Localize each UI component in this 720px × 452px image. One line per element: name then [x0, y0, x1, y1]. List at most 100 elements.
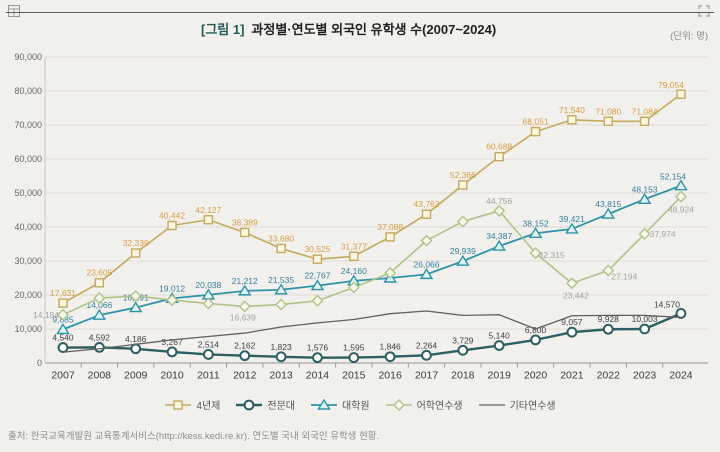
point-label: 2,162 [234, 341, 256, 351]
x-tick-label: 2020 [524, 370, 548, 382]
point-label: 24,160 [341, 266, 367, 276]
point-label: 32,339 [123, 238, 149, 248]
gridlines [44, 56, 708, 364]
point-label: 1,846 [380, 342, 402, 352]
point-label: 4,540 [52, 333, 74, 343]
point-label: 23,442 [563, 290, 589, 300]
point-label: 37,088 [377, 222, 403, 232]
chart-title-text: 과정별·연도별 외국인 유학생 수(2007~2024) [251, 22, 497, 37]
point-label: 2,514 [198, 339, 220, 349]
point-label: 33,680 [268, 233, 294, 243]
point-label: 14,570 [654, 299, 680, 309]
point-label: 32,315 [539, 250, 565, 260]
point-label: 26,066 [414, 259, 440, 269]
y-tick-label: 40,000 [14, 222, 42, 232]
figure-label: [그림 1] [201, 22, 245, 37]
x-tick-label: 2010 [160, 370, 184, 382]
x-tick-label: 2023 [633, 370, 657, 382]
x-tick-label: 2008 [88, 370, 112, 382]
point-label: 71,080 [595, 106, 621, 116]
point-label: 48,153 [632, 184, 658, 194]
grid-icon [8, 4, 20, 22]
chart-title: [그림 1] 과정별·연도별 외국인 유학생 수(2007~2024) [201, 19, 496, 38]
point-label: 23,605 [86, 268, 112, 278]
point-label: 9,057 [561, 317, 583, 327]
point-label: 27,194 [611, 272, 637, 282]
point-label: 4,186 [125, 334, 147, 344]
chart-legend: 4년제 전문대 대학원 어학연수생 기타연수생 [0, 397, 720, 412]
x-tick-label: 2017 [415, 370, 439, 382]
y-tick-label: 70,000 [14, 120, 42, 130]
legend-item-3: 어학연수생 [385, 397, 463, 412]
point-label: 14,066 [86, 300, 112, 310]
y-tick-label: 10,000 [14, 324, 42, 334]
circle-legend-icon [236, 399, 263, 410]
series-1-labels: 4,540 4,592 4,186 3,267 2,514 2,162 1,823 1,576… [52, 299, 680, 352]
point-label: 39,421 [559, 214, 585, 224]
x-tick-label: 2014 [306, 370, 330, 382]
point-label: 52,366 [450, 170, 476, 180]
y-tick-label: 60,000 [14, 154, 42, 164]
legend-item-4: 기타연수생 [478, 397, 556, 412]
point-label: 17,631 [50, 288, 76, 298]
x-tick-label: 2016 [378, 370, 402, 382]
point-label: 60,688 [486, 142, 512, 152]
y-axis-labels: 0 10,000 20,000 30,000 40,000 50,000 60,000 70,… [14, 52, 42, 368]
legend-item-2: 대학원 [310, 397, 370, 412]
point-label: 71,084 [632, 106, 658, 116]
point-label: 4,592 [89, 332, 111, 342]
unit-note: (단위: 명) [670, 31, 708, 42]
series-4 [62, 310, 681, 353]
legend-label: 대학원 [341, 401, 370, 412]
series-0-labels: 17,631 23,605 32,339 40,442 42,127 38,389 33,6… [50, 80, 684, 298]
point-label: 10,003 [632, 314, 658, 324]
x-tick-label: 2019 [488, 370, 512, 382]
point-label: 38,389 [232, 217, 258, 227]
legend-label: 4년제 [196, 401, 221, 412]
x-tick-label: 2024 [669, 370, 693, 382]
x-tick-label: 2021 [560, 370, 584, 382]
series-1 [57, 308, 687, 364]
point-label: 14,184 [33, 310, 59, 320]
y-tick-label: 50,000 [14, 188, 42, 198]
point-label: 43,815 [595, 199, 621, 209]
x-tick-label: 2009 [124, 370, 148, 382]
point-label: 3,267 [161, 337, 183, 347]
x-tick-label: 2022 [597, 370, 621, 382]
point-label: 43,762 [414, 199, 440, 209]
point-label: 38,152 [523, 218, 549, 228]
point-label: 9,928 [598, 314, 620, 324]
point-label: 3,729 [452, 335, 474, 345]
legend-label: 기타연수생 [509, 401, 556, 412]
point-label: 42,127 [195, 205, 221, 215]
point-label: 20,038 [195, 280, 221, 290]
diamond-legend-icon [385, 398, 412, 411]
y-tick-label: 0 [37, 358, 42, 368]
y-tick-label: 90,000 [14, 52, 42, 62]
point-label: 48,924 [668, 205, 694, 215]
y-tick-label: 20,000 [14, 290, 42, 300]
point-label: 5,140 [489, 331, 511, 341]
point-label: 1,595 [343, 343, 365, 353]
point-label: 19,012 [159, 283, 185, 293]
point-label: 21,535 [268, 275, 294, 285]
x-tick-label: 2011 [197, 370, 220, 382]
point-label: 21,212 [232, 276, 258, 286]
x-tick-label: 2013 [269, 370, 293, 382]
point-label: 40,442 [159, 210, 185, 220]
x-tick-label: 2018 [451, 370, 475, 382]
series-2 [56, 179, 688, 335]
point-label: 1,576 [307, 343, 329, 353]
point-label: 37,974 [650, 229, 676, 239]
point-label: 34,387 [486, 231, 512, 241]
point-label: 30,525 [304, 244, 330, 254]
point-label: 6,800 [525, 325, 547, 335]
triangle-legend-icon [310, 398, 337, 410]
x-tick-label: 2012 [233, 370, 257, 382]
legend-item-0: 4년제 [164, 397, 220, 412]
legend-item-1: 전문대 [235, 397, 295, 412]
expand-icon[interactable] [698, 4, 710, 22]
x-axis: 2007 2008 2009 2010 2011 2012 2013 2014 2015 2016… [51, 363, 693, 382]
